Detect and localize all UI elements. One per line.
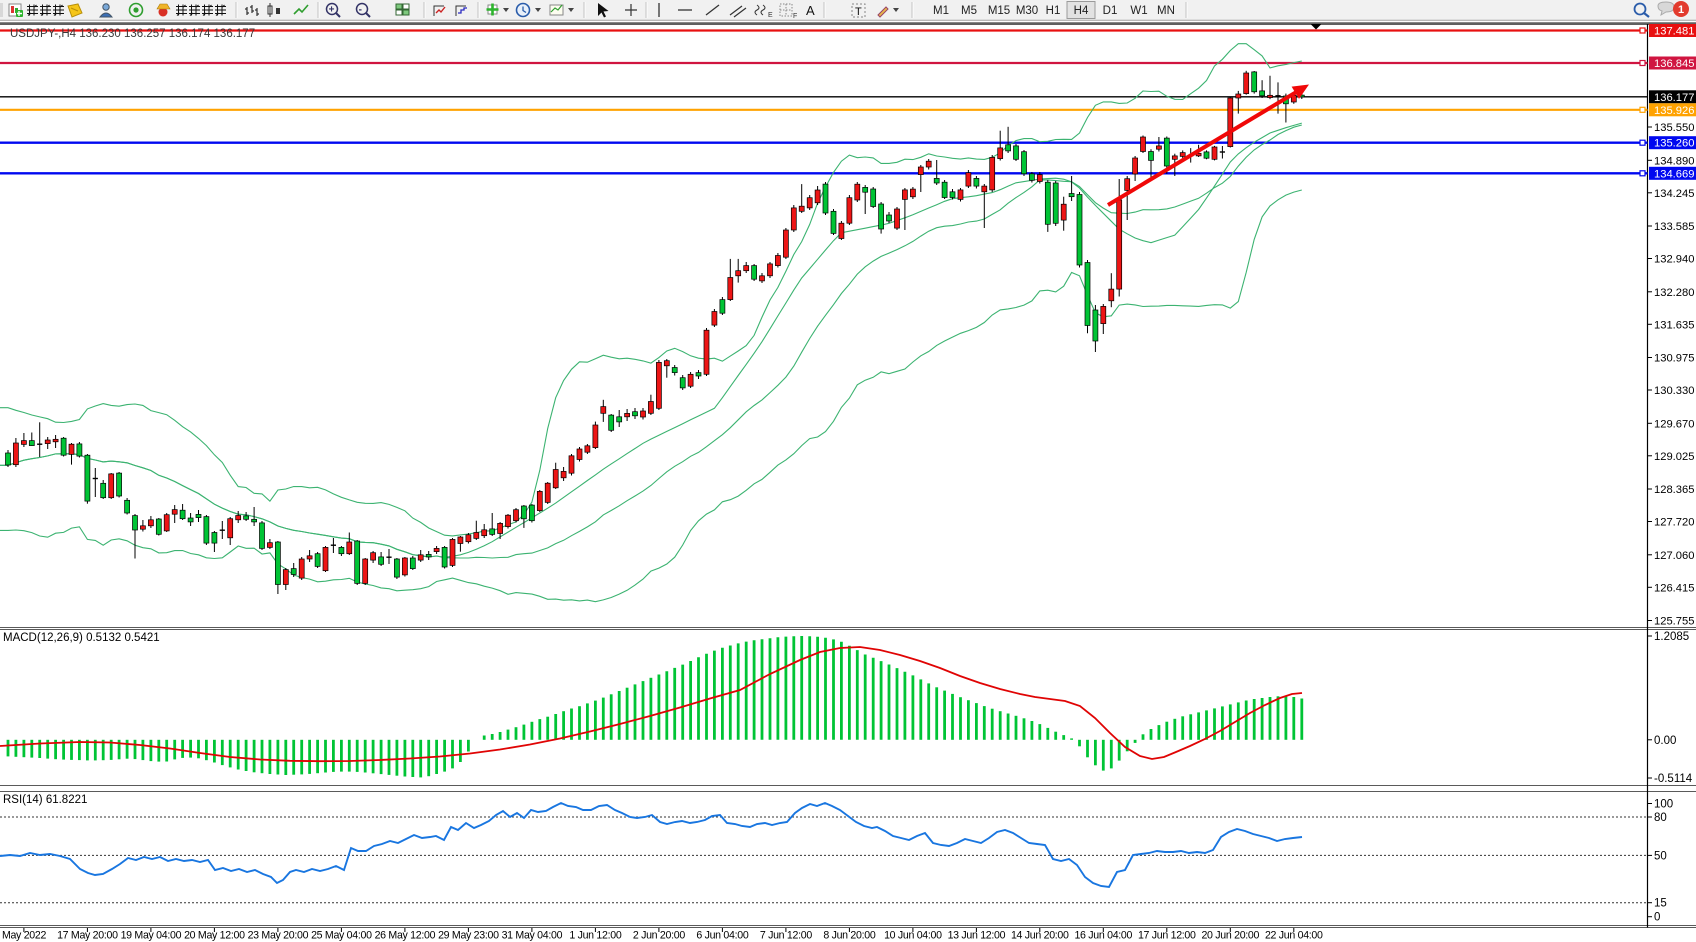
- svg-text:22 Jun 04:00: 22 Jun 04:00: [1265, 930, 1323, 942]
- svg-text:20 Jun 20:00: 20 Jun 20:00: [1201, 930, 1259, 942]
- svg-text:2 Jun 20:00: 2 Jun 20:00: [633, 930, 685, 942]
- svg-text:MN: MN: [1157, 5, 1175, 17]
- svg-text:132.940: 132.940: [1654, 254, 1694, 266]
- svg-text:19 May 04:00: 19 May 04:00: [121, 930, 182, 942]
- svg-text:T: T: [855, 6, 862, 18]
- svg-text:135.260: 135.260: [1654, 138, 1694, 150]
- svg-text:A: A: [806, 3, 815, 18]
- svg-text:134.890: 134.890: [1654, 155, 1694, 167]
- svg-text:26 May 12:00: 26 May 12:00: [375, 930, 436, 942]
- svg-text:10 Jun 04:00: 10 Jun 04:00: [884, 930, 942, 942]
- svg-text:16 Jun 04:00: 16 Jun 04:00: [1074, 930, 1132, 942]
- svg-text:17 Jun 12:00: 17 Jun 12:00: [1138, 930, 1196, 942]
- svg-text:M15: M15: [988, 5, 1010, 17]
- svg-text:136.177: 136.177: [1654, 92, 1694, 104]
- svg-text:131.635: 131.635: [1654, 319, 1694, 331]
- svg-text:-: -: [359, 5, 362, 16]
- svg-text:136.845: 136.845: [1654, 58, 1694, 70]
- svg-text:M30: M30: [1016, 5, 1038, 17]
- svg-text:127.720: 127.720: [1654, 517, 1694, 529]
- svg-text:135.550: 135.550: [1654, 122, 1694, 134]
- svg-text:134.245: 134.245: [1654, 188, 1694, 200]
- svg-text:13 Jun 12:00: 13 Jun 12:00: [948, 930, 1006, 942]
- svg-text:1.2085: 1.2085: [1654, 631, 1689, 643]
- svg-text:132.280: 132.280: [1654, 287, 1694, 299]
- svg-text:MACD(12,26,9) 0.5132 0.5421: MACD(12,26,9) 0.5132 0.5421: [3, 632, 160, 644]
- svg-text:125.755: 125.755: [1654, 616, 1694, 628]
- svg-text:128.365: 128.365: [1654, 484, 1694, 496]
- svg-text:135.926: 135.926: [1654, 105, 1694, 117]
- svg-text:H4: H4: [1074, 5, 1089, 17]
- svg-text:29 May 23:00: 29 May 23:00: [438, 930, 499, 942]
- svg-text:127.060: 127.060: [1654, 550, 1694, 562]
- svg-text:M1: M1: [933, 5, 949, 17]
- svg-text:129.670: 129.670: [1654, 418, 1694, 430]
- svg-text:130.330: 130.330: [1654, 385, 1694, 397]
- svg-text:0.00: 0.00: [1654, 735, 1676, 747]
- svg-text:F: F: [793, 13, 797, 20]
- svg-text:M5: M5: [961, 5, 977, 17]
- svg-text:126.415: 126.415: [1654, 582, 1694, 594]
- svg-text:USDJPY-,H4 136.230 136.257 13: USDJPY-,H4 136.230 136.257 136.174 136.1…: [10, 28, 255, 40]
- svg-text:20 May 12:00: 20 May 12:00: [184, 930, 245, 942]
- svg-text:25 May 04:00: 25 May 04:00: [311, 930, 372, 942]
- svg-text:May 2022: May 2022: [2, 930, 47, 942]
- svg-text:100: 100: [1654, 799, 1673, 811]
- svg-text:134.669: 134.669: [1654, 168, 1694, 180]
- svg-text:+: +: [329, 5, 335, 16]
- svg-text:E: E: [768, 12, 773, 19]
- svg-text:W1: W1: [1130, 5, 1147, 17]
- svg-text:50: 50: [1654, 850, 1667, 862]
- svg-text:6 Jun 04:00: 6 Jun 04:00: [696, 930, 748, 942]
- svg-text:0: 0: [1654, 912, 1660, 924]
- svg-text:7 Jun 12:00: 7 Jun 12:00: [760, 930, 812, 942]
- svg-text:14 Jun 20:00: 14 Jun 20:00: [1011, 930, 1069, 942]
- svg-text:8 Jun 20:00: 8 Jun 20:00: [823, 930, 875, 942]
- svg-text:80: 80: [1654, 812, 1667, 824]
- svg-text:1 Jun 12:00: 1 Jun 12:00: [569, 930, 621, 942]
- svg-text:130.975: 130.975: [1654, 353, 1694, 365]
- svg-text:RSI(14) 61.8221: RSI(14) 61.8221: [3, 794, 87, 806]
- svg-text:1: 1: [1678, 4, 1684, 16]
- svg-text:D1: D1: [1103, 5, 1118, 17]
- svg-text:H1: H1: [1046, 5, 1061, 17]
- svg-text:17 May 20:00: 17 May 20:00: [57, 930, 118, 942]
- svg-text:15: 15: [1654, 898, 1667, 910]
- svg-text:129.025: 129.025: [1654, 451, 1694, 463]
- svg-text:31 May 04:00: 31 May 04:00: [502, 930, 563, 942]
- svg-text:133.585: 133.585: [1654, 221, 1694, 233]
- svg-text:23 May 20:00: 23 May 20:00: [248, 930, 309, 942]
- svg-text:137.481: 137.481: [1654, 26, 1694, 38]
- svg-text:-0.5114: -0.5114: [1654, 773, 1693, 785]
